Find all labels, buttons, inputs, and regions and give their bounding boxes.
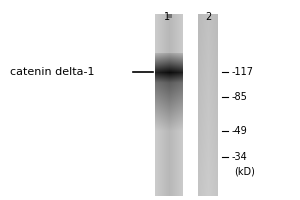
Text: -85: -85: [232, 92, 248, 102]
Text: -117: -117: [232, 67, 254, 77]
Text: catenin delta-1: catenin delta-1: [10, 67, 95, 77]
Text: 1: 1: [164, 12, 170, 22]
Text: -49: -49: [232, 126, 248, 136]
Text: (kD): (kD): [234, 167, 255, 177]
Text: 2: 2: [205, 12, 211, 22]
Text: -34: -34: [232, 152, 248, 162]
